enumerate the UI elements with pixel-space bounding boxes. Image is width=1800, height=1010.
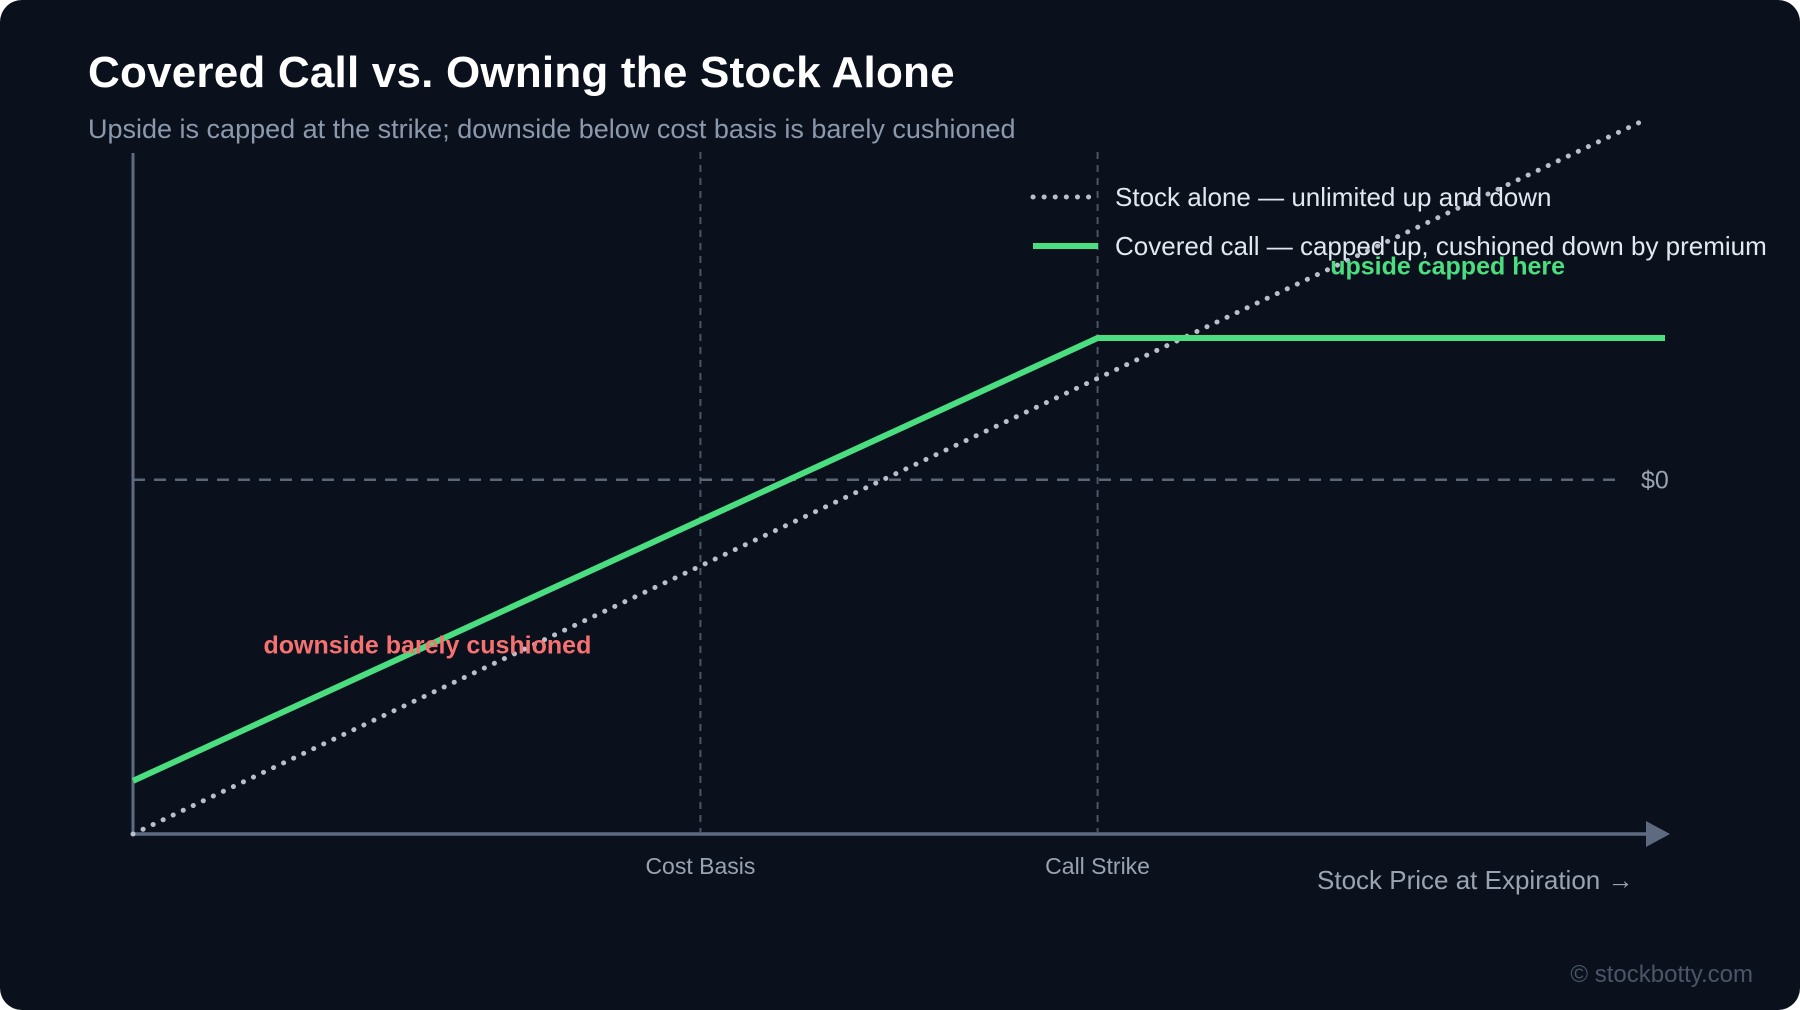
axes (131, 153, 1670, 847)
y-tick-label-zero: $0 (1641, 467, 1669, 495)
chart-title: Covered Call vs. Owning the Stock Alone (88, 48, 955, 97)
x-tick-label-call-strike: Call Strike (1045, 853, 1150, 879)
annotation-downside-cushioned: downside barely cushioned (264, 631, 592, 659)
chart-labels: Cost Basis Call Strike $0 Stock Price at Ex… (264, 252, 1669, 895)
grid-lines (133, 152, 1622, 832)
x-tick-label-cost-basis: Cost Basis (645, 853, 755, 879)
chart-subtitle: Upside is capped at the strike; downside… (88, 114, 1016, 144)
x-axis-label: Stock Price at Expiration → (1317, 865, 1633, 895)
legend-label: Stock alone — unlimited up and down (1115, 182, 1552, 212)
x-axis-arrowhead (1646, 821, 1670, 847)
legend-item-covered-call: Covered call — capped up, cushioned down… (1033, 231, 1767, 261)
legend-item-stock-alone: Stock alone — unlimited up and down (1030, 182, 1552, 212)
stock-alone-line (130, 115, 1651, 837)
annotation-upside-capped: upside capped here (1330, 252, 1565, 280)
series-lines (130, 115, 1665, 837)
covered-call-line (131, 335, 1665, 784)
legend: Stock alone — unlimited up and down Cover… (1030, 182, 1767, 261)
watermark: © stockbotty.com (1570, 961, 1753, 988)
legend-label: Covered call — capped up, cushioned down… (1115, 231, 1767, 261)
